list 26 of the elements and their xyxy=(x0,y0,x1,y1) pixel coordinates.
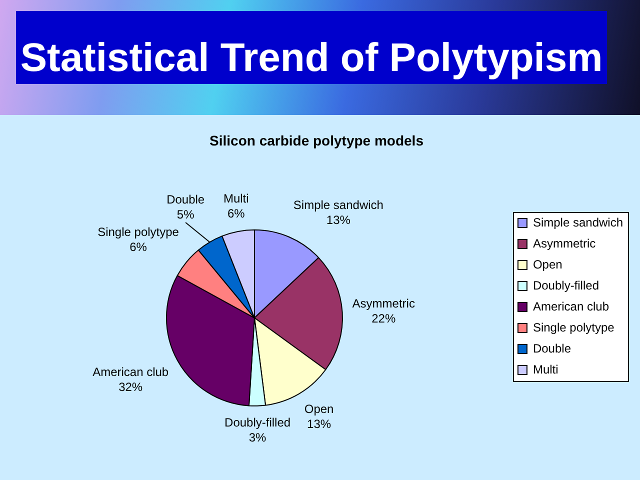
legend-label: Asymmetric xyxy=(532,236,596,250)
legend-label: Simple sandwich xyxy=(532,215,624,230)
slice-label: Simple sandwich xyxy=(293,198,384,212)
slice-label: Double xyxy=(166,192,205,206)
slice-label: Multi xyxy=(223,191,249,206)
legend-label: Double xyxy=(532,341,572,356)
data-label: 5% xyxy=(176,207,195,222)
legend-label: Doubly-filled xyxy=(532,278,599,292)
chart-title: Statistical Trend of Polytypism xyxy=(20,36,603,80)
chart-subtitle: Silicon carbide polytype models xyxy=(210,132,424,148)
data-label: 32% xyxy=(118,380,143,394)
legend-label: Open xyxy=(532,257,562,272)
slice-label: Asymmetric xyxy=(352,296,415,311)
slice-label: Doubly-filled xyxy=(224,416,291,430)
slice-label: Single polytype xyxy=(98,225,180,240)
data-label: 6% xyxy=(130,240,148,254)
data-label: 13% xyxy=(307,417,332,432)
data-label: 6% xyxy=(227,206,246,220)
data-label: 3% xyxy=(248,430,267,445)
data-label: 22% xyxy=(372,312,396,326)
slice-label: Open xyxy=(304,402,334,416)
slice-label: American club xyxy=(92,364,169,379)
legend-label: Multi xyxy=(532,362,558,376)
data-label: 13% xyxy=(326,212,351,227)
legend-label: American club xyxy=(532,299,610,314)
legend-label: Single polytype xyxy=(532,320,615,334)
